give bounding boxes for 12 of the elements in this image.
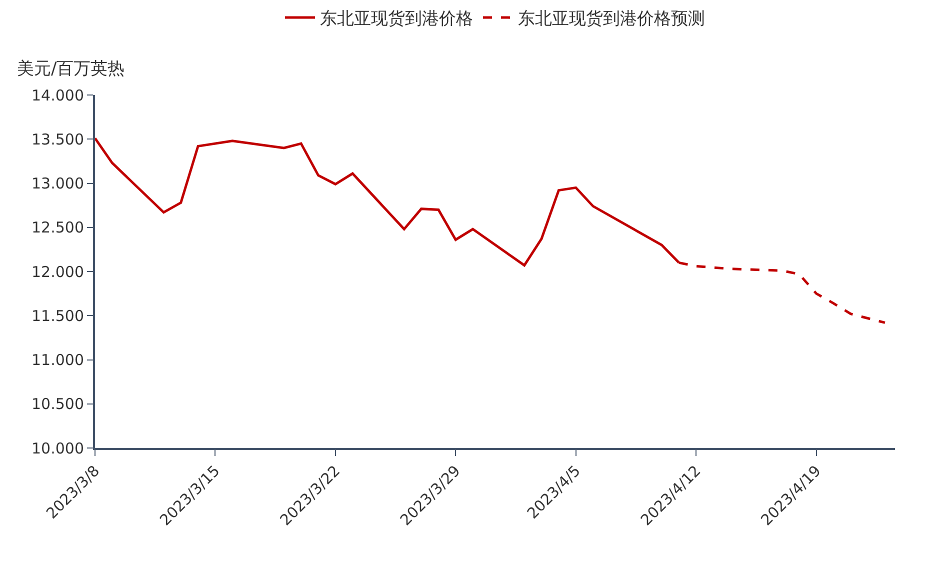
y-tick-label: 10.500 bbox=[32, 395, 84, 414]
legend-label: 东北亚现货到港价格 bbox=[320, 9, 473, 30]
y-tick-label: 10.000 bbox=[32, 439, 84, 458]
y-tick-label: 11.000 bbox=[32, 351, 84, 369]
y-tick-label: 11.500 bbox=[32, 306, 84, 325]
y-tick-label: 13.000 bbox=[32, 174, 84, 192]
y-tick-label: 13.500 bbox=[32, 130, 84, 148]
legend-label: 东北亚现货到港价格预测 bbox=[518, 9, 705, 30]
y-tick-label: 12.500 bbox=[32, 218, 84, 237]
y-axis-title: 美元/百万英热 bbox=[17, 59, 125, 79]
y-tick-label: 12.000 bbox=[32, 262, 84, 281]
y-tick-label: 14.000 bbox=[32, 86, 84, 104]
